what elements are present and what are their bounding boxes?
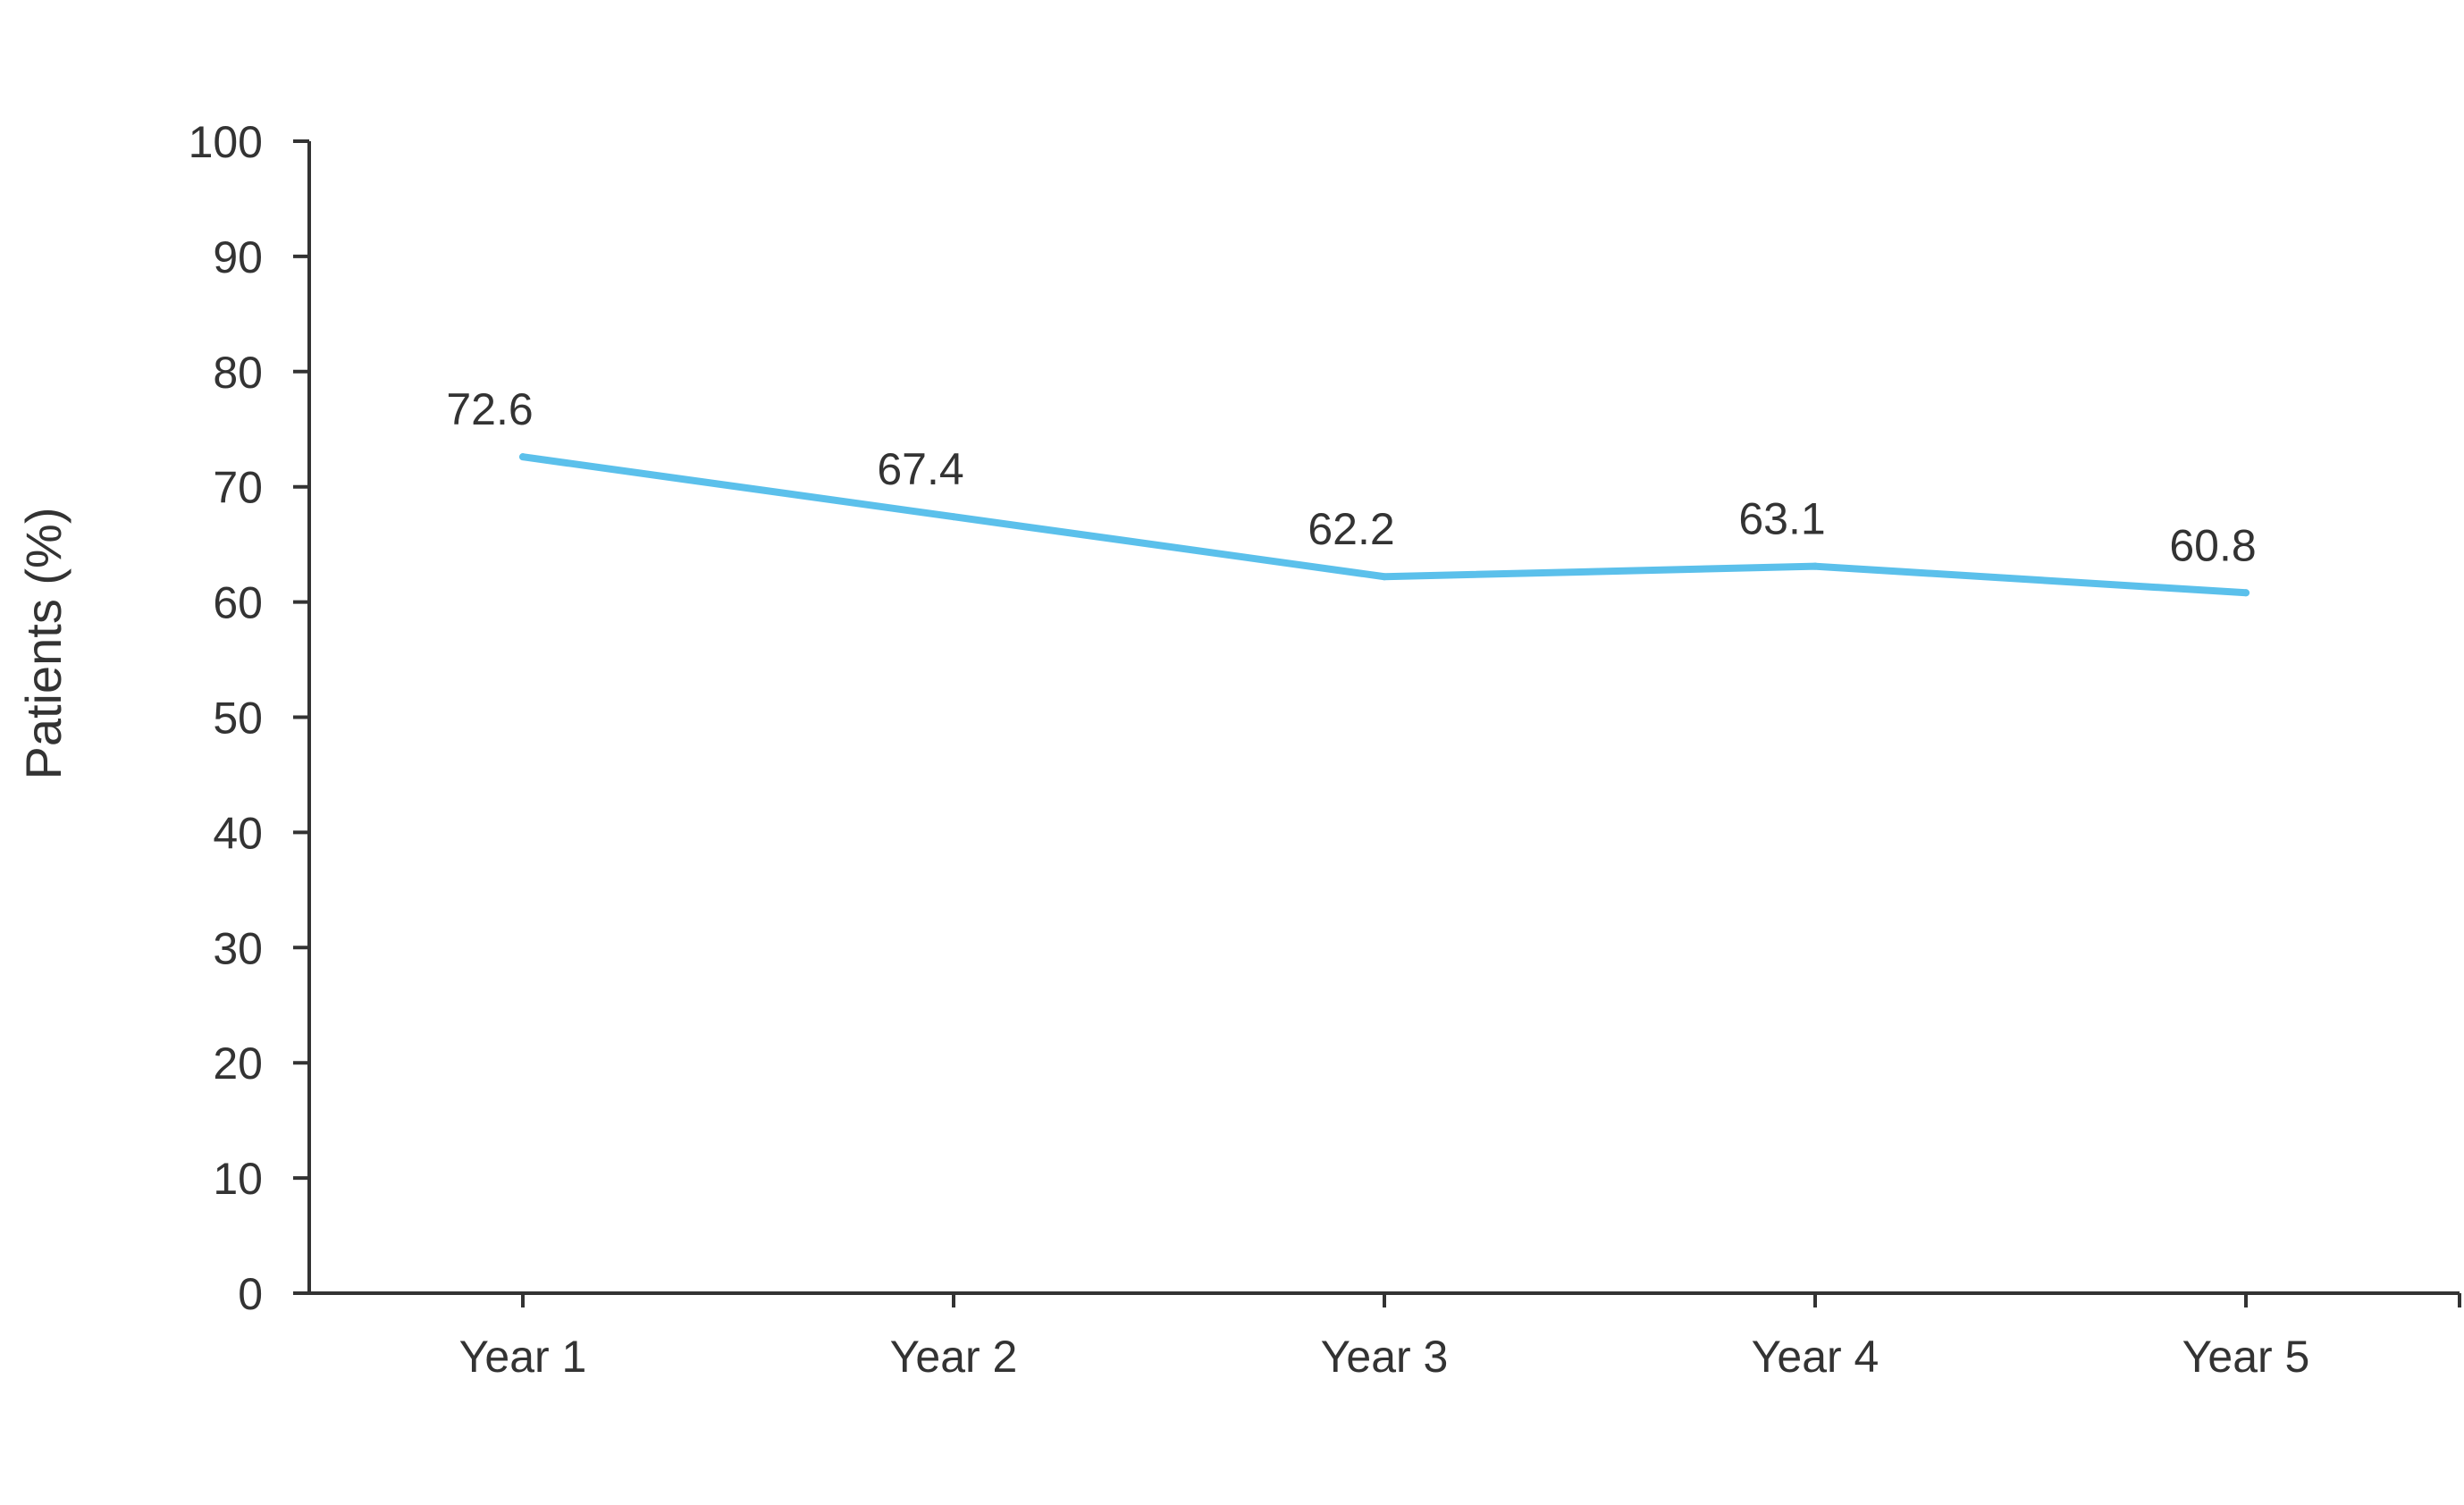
- data-label: 72.6: [446, 384, 533, 434]
- y-tick-label: 90: [213, 232, 263, 282]
- y-axis-title: Patients (%): [15, 508, 71, 780]
- data-point: [2242, 589, 2250, 597]
- x-tick-label: Year 1: [459, 1332, 587, 1382]
- series-group: [519, 453, 2250, 597]
- y-tick-label: 0: [238, 1269, 263, 1319]
- x-tick-label: Year 3: [1321, 1332, 1449, 1382]
- data-label: 63.1: [1738, 494, 1825, 544]
- y-tick-label: 70: [213, 463, 263, 513]
- y-tick-label: 10: [213, 1154, 263, 1204]
- data-labels: 72.6 67.4 62.2 63.1 60.8: [446, 384, 2256, 570]
- data-label: 60.8: [2169, 520, 2256, 570]
- y-tick-label: 50: [213, 694, 263, 744]
- y-tick-label: 60: [213, 578, 263, 628]
- y-tick-label: 80: [213, 348, 263, 398]
- y-axis-title-group: Patients (%): [15, 508, 71, 780]
- y-tick-label: 100: [189, 117, 263, 167]
- y-tick-label: 20: [213, 1038, 263, 1089]
- x-tick-label: Year 5: [2182, 1332, 2310, 1382]
- x-tick-label: Year 2: [890, 1332, 1018, 1382]
- data-point: [519, 453, 526, 461]
- data-label: 62.2: [1308, 504, 1394, 554]
- data-point: [950, 513, 957, 521]
- y-tick-label: 30: [213, 923, 263, 973]
- y-axis-ticks: 0 10 20 30 40 50 60 70 80 90 100: [189, 117, 309, 1319]
- y-tick-label: 40: [213, 808, 263, 858]
- data-point: [1812, 562, 1819, 570]
- data-label: 67.4: [877, 444, 963, 494]
- data-point: [1381, 573, 1388, 581]
- x-axis-ticks: Year 1 Year 2 Year 3 Year 4 Year 5: [459, 1293, 2461, 1382]
- x-tick-label: Year 4: [1752, 1332, 1880, 1382]
